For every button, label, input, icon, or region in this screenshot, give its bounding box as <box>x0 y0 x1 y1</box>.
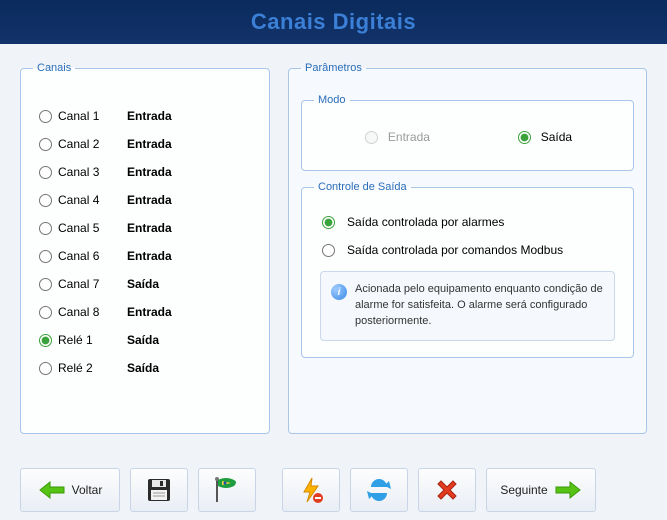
channel-state: Entrada <box>127 249 172 263</box>
close-icon <box>434 477 460 503</box>
channel-state: Entrada <box>127 165 172 179</box>
controle-modbus-option[interactable]: Saída controlada por comandos Modbus <box>320 243 615 257</box>
arrow-right-icon <box>554 480 582 500</box>
channel-radio[interactable] <box>39 250 52 263</box>
channel-row: Canal 6 Entrada <box>37 242 253 270</box>
channel-option[interactable]: Relé 1 <box>37 333 127 347</box>
channel-row: Canal 7 Saída <box>37 270 253 298</box>
canais-fieldset: Canais Canal 1EntradaCanal 2EntradaCanal… <box>20 62 270 434</box>
channel-option[interactable]: Canal 4 <box>37 193 127 207</box>
channel-label: Canal 4 <box>58 193 99 207</box>
parametros-legend: Parâmetros <box>301 62 366 74</box>
channel-label: Canal 7 <box>58 277 99 291</box>
info-box: i Acionada pelo equipamento enquanto con… <box>320 271 615 341</box>
channel-option[interactable]: Canal 6 <box>37 249 127 263</box>
modo-entrada-option[interactable]: Entrada <box>363 130 430 144</box>
modo-fieldset: Modo Entrada Saída <box>301 94 634 171</box>
modo-entrada-label: Entrada <box>388 130 430 144</box>
floppy-icon <box>146 477 172 503</box>
channel-row: Canal 3 Entrada <box>37 158 253 186</box>
seguinte-button[interactable]: Seguinte <box>486 468 596 512</box>
channel-label: Canal 5 <box>58 221 99 235</box>
channel-label: Canal 3 <box>58 165 99 179</box>
controle-saida-fieldset: Controle de Saída Saída controlada por a… <box>301 181 634 358</box>
toolbar: Voltar <box>0 468 667 512</box>
info-text: Acionada pelo equipamento enquanto condi… <box>355 282 604 330</box>
flag-icon <box>212 476 242 504</box>
save-button[interactable] <box>130 468 188 512</box>
channel-radio[interactable] <box>39 138 52 151</box>
channel-row: Canal 1 Entrada <box>37 102 253 130</box>
voltar-button[interactable]: Voltar <box>20 468 120 512</box>
channel-state: Entrada <box>127 137 172 151</box>
channel-state: Saída <box>127 361 159 375</box>
bolt-icon <box>298 476 324 504</box>
channel-label: Canal 2 <box>58 137 99 151</box>
channel-row: Canal 8 Entrada <box>37 298 253 326</box>
channel-row: Relé 1 Saída <box>37 326 253 354</box>
info-icon: i <box>331 284 347 300</box>
seguinte-label: Seguinte <box>500 483 547 497</box>
channel-radio[interactable] <box>39 362 52 375</box>
arrow-left-icon <box>38 480 66 500</box>
channel-state: Saída <box>127 277 159 291</box>
canais-legend: Canais <box>33 62 75 74</box>
controle-modbus-label: Saída controlada por comandos Modbus <box>347 243 563 257</box>
channel-state: Entrada <box>127 305 172 319</box>
channel-option[interactable]: Canal 7 <box>37 277 127 291</box>
channel-radio[interactable] <box>39 334 52 347</box>
channel-radio[interactable] <box>39 278 52 291</box>
refresh-button[interactable] <box>350 468 408 512</box>
channel-label: Canal 6 <box>58 249 99 263</box>
channel-radio[interactable] <box>39 166 52 179</box>
refresh-icon <box>365 477 393 503</box>
modo-saida-option[interactable]: Saída <box>516 130 572 144</box>
channel-row: Canal 4 Entrada <box>37 186 253 214</box>
modo-saida-radio[interactable] <box>518 131 531 144</box>
modo-saida-label: Saída <box>541 130 572 144</box>
channel-state: Entrada <box>127 221 172 235</box>
controle-alarme-radio[interactable] <box>322 216 335 229</box>
channel-option[interactable]: Canal 3 <box>37 165 127 179</box>
channel-option[interactable]: Canal 1 <box>37 109 127 123</box>
channel-label: Canal 8 <box>58 305 99 319</box>
channel-row: Canal 2 Entrada <box>37 130 253 158</box>
channel-row: Canal 5 Entrada <box>37 214 253 242</box>
modo-entrada-radio[interactable] <box>365 131 378 144</box>
channel-state: Entrada <box>127 193 172 207</box>
controle-legend: Controle de Saída <box>314 181 411 193</box>
language-button[interactable] <box>198 468 256 512</box>
controle-modbus-radio[interactable] <box>322 244 335 257</box>
parametros-fieldset: Parâmetros Modo Entrada Saída Controle d… <box>288 62 647 434</box>
channel-option[interactable]: Canal 8 <box>37 305 127 319</box>
controle-alarme-label: Saída controlada por alarmes <box>347 215 504 229</box>
channel-option[interactable]: Canal 5 <box>37 221 127 235</box>
modo-legend: Modo <box>314 94 350 106</box>
channel-state: Entrada <box>127 109 172 123</box>
channel-radio[interactable] <box>39 194 52 207</box>
cancel-button[interactable] <box>418 468 476 512</box>
header: Canais Digitais <box>0 0 667 44</box>
voltar-label: Voltar <box>72 483 103 497</box>
channel-row: Relé 2 Saída <box>37 354 253 382</box>
channel-state: Saída <box>127 333 159 347</box>
channel-option[interactable]: Canal 2 <box>37 137 127 151</box>
page-title: Canais Digitais <box>251 9 416 35</box>
channel-radio[interactable] <box>39 110 52 123</box>
channel-label: Canal 1 <box>58 109 99 123</box>
channel-radio[interactable] <box>39 222 52 235</box>
power-button[interactable] <box>282 468 340 512</box>
channel-label: Relé 1 <box>58 333 93 347</box>
channel-option[interactable]: Relé 2 <box>37 361 127 375</box>
channel-radio[interactable] <box>39 306 52 319</box>
channel-label: Relé 2 <box>58 361 93 375</box>
controle-alarme-option[interactable]: Saída controlada por alarmes <box>320 215 615 229</box>
